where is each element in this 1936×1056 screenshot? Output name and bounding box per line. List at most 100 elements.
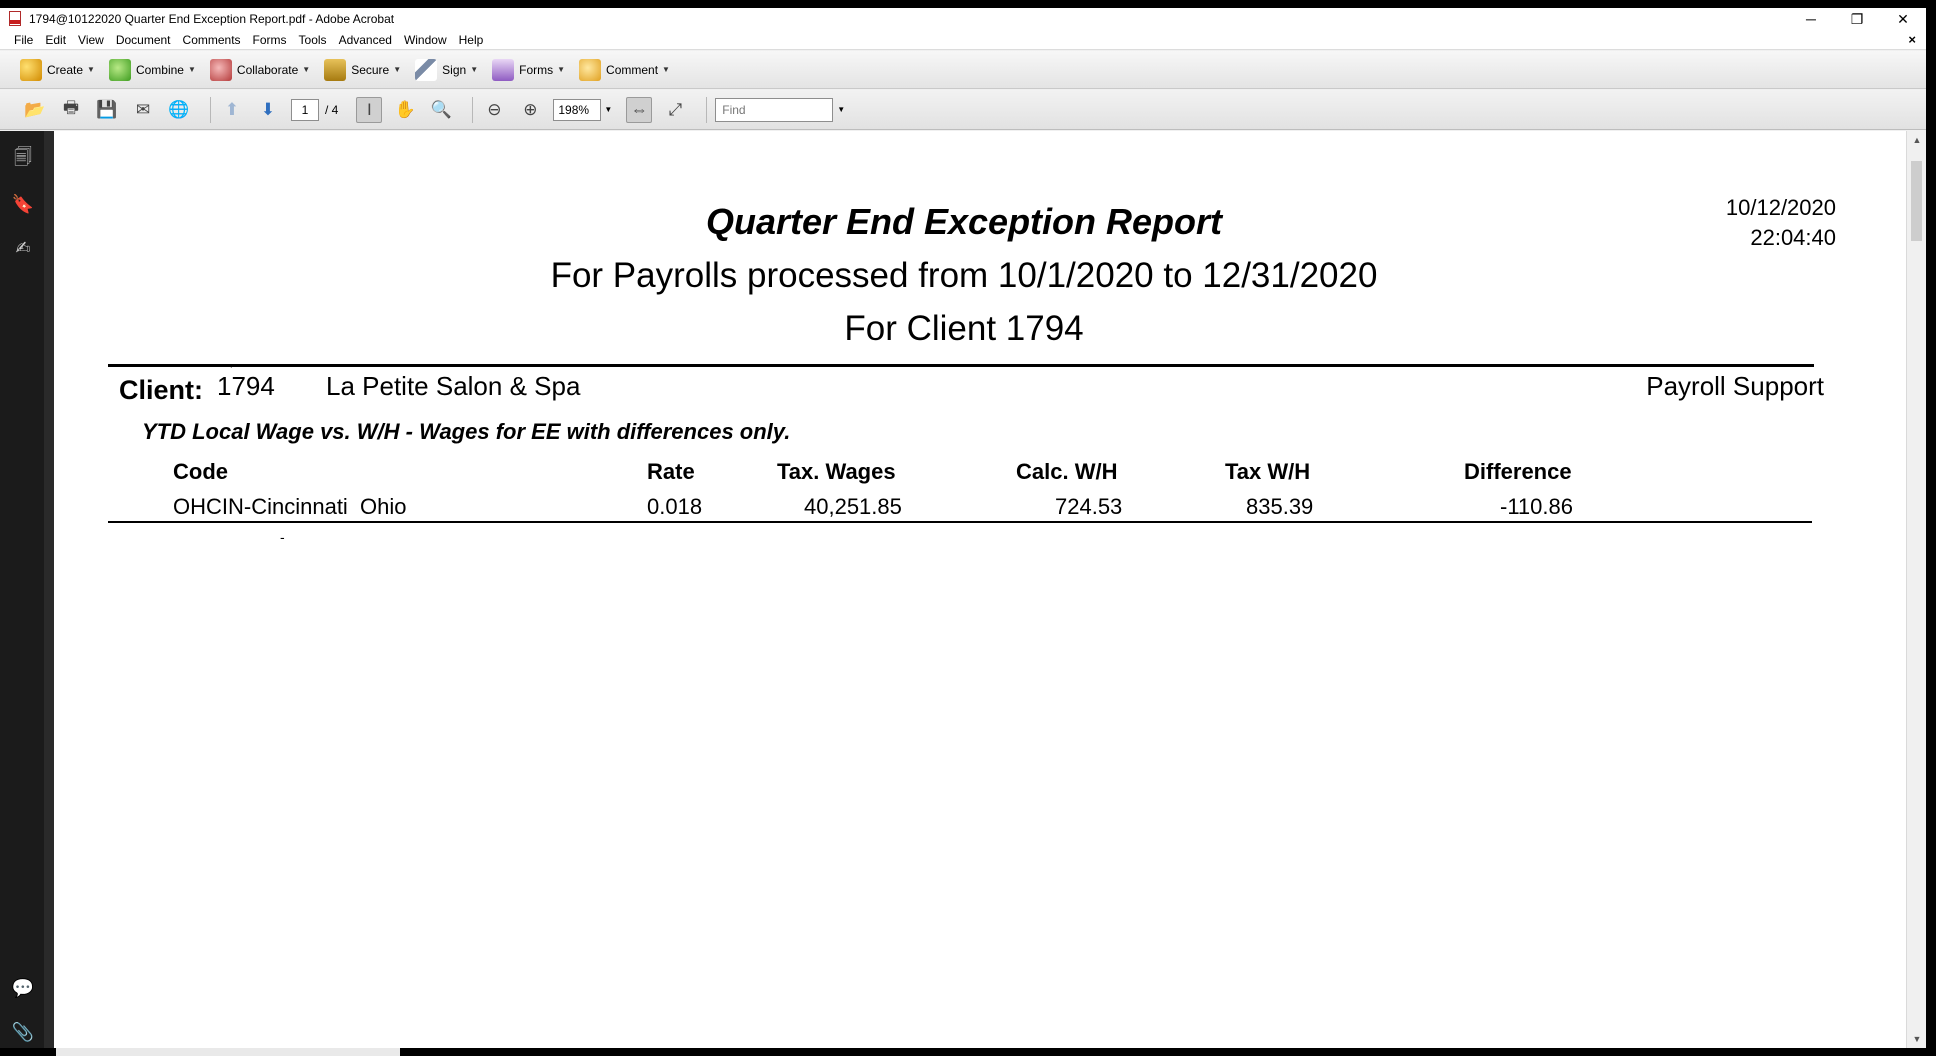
hand-tool-icon[interactable]: ✋ [394,99,416,119]
forms-label: Forms [519,62,554,77]
find-input[interactable]: Find [715,97,834,122]
fit-width-icon[interactable]: ⇔ [626,96,653,123]
scroll-down-icon[interactable]: ▼ [1912,1034,1922,1044]
secure-button[interactable]: Secure ▼ [324,57,401,83]
row-tax-wh: 835.39 [1246,494,1314,519]
zoom-level-input[interactable]: 198% [553,98,602,121]
report-page: Quarter End Exception Report For Payroll… [54,131,1906,1048]
page-number-input[interactable]: 1 [291,98,319,121]
menu-file[interactable]: File [14,32,34,47]
report-period: For Payrolls processed from 10/1/2020 to… [550,256,1378,295]
bottom-bar [0,1048,1936,1056]
toolbar-divider [706,96,708,123]
minimize-button[interactable]: ─ [1806,11,1816,27]
combine-button[interactable]: Combine ▼ [108,57,196,83]
toolbar-divider [472,96,474,123]
web-icon[interactable]: 🌐 [168,99,190,119]
sign-button[interactable]: Sign ▼ [415,57,478,83]
column-header-rate: Rate [647,459,695,484]
menu-edit[interactable]: Edit [45,32,67,47]
title-bar: 1794@10122020 Quarter End Exception Repo… [0,8,1926,30]
menu-document[interactable]: Document [115,32,171,47]
bookmarks-panel-icon[interactable]: 🔖 [11,193,35,214]
chevron-down-icon: ▼ [662,65,670,74]
client-name: La Petite Salon & Spa [326,371,581,401]
chevron-down-icon: ▼ [302,65,311,74]
row-rate: 0.018 [647,494,703,519]
row-difference: -110.86 [1500,494,1573,519]
column-header-difference: Difference [1464,459,1572,484]
menu-advanced[interactable]: Advanced [338,32,392,47]
comments-panel-icon[interactable]: 💬 [11,977,35,998]
column-header-wages: Tax. Wages [777,459,896,484]
mark: ' [230,361,233,377]
report-date: 10/12/2020 [1725,195,1836,220]
create-button[interactable]: Create ▼ [20,57,95,83]
secure-label: Secure [351,62,390,77]
menu-help[interactable]: Help [458,32,484,47]
open-folder-icon[interactable]: 📂 [24,99,46,119]
report-datetime: 10/12/2020 22:04:40 [1726,193,1836,253]
close-button[interactable]: ✕ [1897,10,1909,27]
forms-button[interactable]: Forms ▼ [492,57,565,83]
chevron-down-icon[interactable]: ▼ [837,105,846,114]
next-page-icon[interactable]: ⬇ [260,99,276,119]
scroll-up-icon[interactable]: ▲ [1912,135,1922,145]
window-controls: ─ ❐ ✕ [1788,8,1926,30]
menu-forms[interactable]: Forms [252,32,287,47]
pen-icon [415,58,438,81]
client-label: Client: [119,375,203,405]
column-header-tax-wh: Tax W/H [1225,459,1311,484]
scrollbar-thumb[interactable] [1911,161,1922,241]
acrobat-window: 1794@10122020 Quarter End Exception Repo… [0,8,1926,1048]
chevron-down-icon: ▼ [87,65,95,74]
previous-page-icon[interactable]: ⬆ [224,99,240,119]
tasks-toolbar: Create ▼ Combine ▼ Collaborate ▼ Secure … [0,51,1926,89]
chevron-down-icon: ▼ [393,65,402,74]
horizontal-scrollbar-thumb[interactable] [56,1048,400,1056]
comment-icon [579,58,602,81]
document-view[interactable]: Quarter End Exception Report For Payroll… [44,131,1906,1048]
signatures-panel-icon[interactable]: ✍ [15,237,31,258]
report-client-line: For Client 1794 [844,309,1084,348]
navigation-pane: 🗐 🔖 ✍ 💬 📎 [0,131,44,1048]
pages-panel-icon[interactable]: 🗐 [14,147,32,167]
fit-page-icon[interactable]: ⤢ [668,99,683,119]
collaborate-label: Collaborate [236,62,299,77]
menu-comments[interactable]: Comments [182,32,241,47]
zoom-out-icon[interactable]: ⊖ [487,99,502,119]
menu-view[interactable]: View [78,32,104,47]
zoom-tool-icon[interactable]: 🔍 [430,99,452,119]
save-icon[interactable]: 💾 [96,99,118,119]
row-calc-wh: 724.53 [1055,494,1123,519]
client-number: 1794 [217,371,275,401]
top-border [0,0,1936,8]
column-header-code: Code [173,459,228,484]
collaborate-button[interactable]: Collaborate ▼ [209,57,311,83]
email-icon[interactable]: ✉ [135,99,151,119]
select-text-icon[interactable]: I [356,96,383,123]
menu-tools[interactable]: Tools [298,32,327,47]
pdf-file-icon [9,11,23,27]
vertical-scrollbar[interactable]: ▲ ▼ [1906,131,1926,1048]
chevron-down-icon[interactable]: ▼ [604,105,613,114]
toolbar-divider [210,96,211,123]
attachments-panel-icon[interactable]: 📎 [11,1021,35,1042]
window-title: 1794@10122020 Quarter End Exception Repo… [29,12,395,26]
print-icon[interactable]: 🖶 [62,98,80,117]
create-label: Create [47,62,84,77]
sign-label: Sign [442,62,467,77]
zoom-in-icon[interactable]: ⊕ [523,99,538,119]
close-document-button[interactable]: × [1908,32,1916,47]
page-total: / 4 [325,102,339,117]
combine-icon [108,58,131,81]
restore-button[interactable]: ❐ [1850,10,1864,27]
column-header-calc-wh: Calc. W/H [1016,459,1118,484]
divider [108,521,1812,523]
combine-label: Combine [135,62,184,77]
comment-button[interactable]: Comment ▼ [579,57,670,83]
report-title: Quarter End Exception Report [705,201,1223,242]
menu-window[interactable]: Window [403,32,447,47]
chevron-down-icon: ▼ [187,65,196,74]
mark: - [280,529,285,545]
